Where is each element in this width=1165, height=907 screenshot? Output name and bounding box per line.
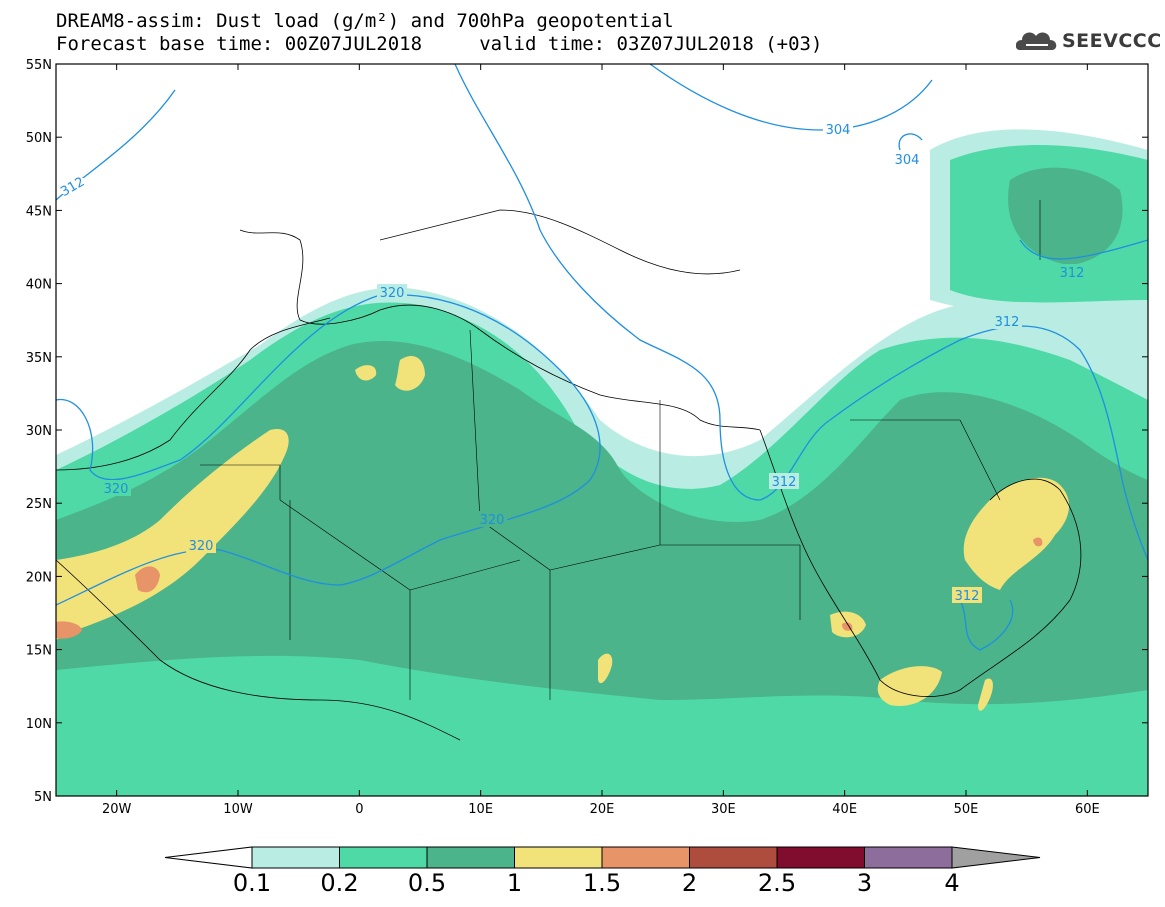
contour-label-320-a: 320 <box>380 286 405 301</box>
colorbar-label: 2.5 <box>757 869 797 897</box>
contour-label-320-d: 320 <box>189 539 214 554</box>
colorbar-left-arrow <box>164 846 253 869</box>
colorbar-swatch <box>689 846 778 869</box>
latitude-labels: 55N 50N 45N 40N 35N 30N 25N 20N 15N 10N 5N <box>26 58 52 805</box>
colorbar-right-arrow <box>951 846 1041 869</box>
contour-label-312-c: 312 <box>995 315 1020 330</box>
lat-label: 35N <box>26 351 52 366</box>
colorbar-label: 3 <box>856 869 873 897</box>
logo-text: SEEVCCC <box>1062 30 1162 52</box>
colorbar-swatch <box>426 846 515 869</box>
colorbar-swatch <box>514 846 603 869</box>
lat-label: 5N <box>34 790 52 805</box>
colorbar-label: 0.2 <box>320 869 359 897</box>
forecast-time-info: Forecast base time: 00Z07JUL2018 valid t… <box>56 33 823 55</box>
lat-label: 15N <box>26 644 52 659</box>
seevccc-logo-icon <box>1016 32 1057 50</box>
lat-label: 40N <box>26 278 52 293</box>
lon-label: 30E <box>711 802 736 817</box>
lat-label: 50N <box>26 131 52 146</box>
map-title: DREAM8-assim: Dust load (g/m²) and 700hP… <box>56 10 674 32</box>
lon-label: 20E <box>590 802 615 817</box>
colorbar-label: 2 <box>681 869 698 897</box>
contour-label-320-c: 320 <box>480 513 505 528</box>
lon-label: 50E <box>954 802 979 817</box>
colorbar-swatch <box>251 846 340 869</box>
lat-label: 55N <box>26 58 52 73</box>
colorbar-label: 4 <box>944 869 960 897</box>
longitude-labels: 20W 10W 0 10E 20E 30E 40E 50E 60E <box>102 802 1100 817</box>
lat-label: 45N <box>26 204 52 219</box>
colorbar-label: 1.5 <box>582 869 622 897</box>
country-borders <box>200 200 1041 700</box>
lat-label: 20N <box>26 570 52 585</box>
colorbar-swatch <box>339 846 428 869</box>
lon-label: 40E <box>832 802 857 817</box>
colorbar-label: 0.5 <box>407 869 447 897</box>
dust-fields <box>56 129 1148 796</box>
lon-label: 20W <box>102 802 132 817</box>
lon-label: 10E <box>468 802 493 817</box>
lon-label: 10W <box>223 802 253 817</box>
axis-ticks <box>56 63 1148 797</box>
colorbar-swatch <box>864 846 953 869</box>
lat-label: 10N <box>26 717 52 732</box>
contour-label-304-b: 304 <box>895 153 920 168</box>
lon-label: 0 <box>355 802 363 817</box>
colorbar-swatch <box>776 846 865 869</box>
lon-label: 60E <box>1075 802 1100 817</box>
colorbar-label: 1 <box>506 869 523 897</box>
contour-label-312-d: 312 <box>772 475 797 490</box>
contour-label-304-a: 304 <box>826 123 851 138</box>
coastlines <box>56 209 1082 741</box>
colorbar <box>164 846 1041 869</box>
contour-label-312-e: 312 <box>955 589 980 604</box>
lat-label: 30N <box>26 424 52 439</box>
lat-label: 25N <box>26 497 52 512</box>
colorbar-label: 0.1 <box>232 869 272 897</box>
contour-label-320-b: 320 <box>104 482 129 497</box>
colorbar-swatch <box>601 846 690 869</box>
contour-label-312-b: 312 <box>1060 266 1085 281</box>
contour-labels: 304 304 312 312 312 312 312 320 320 320 … <box>57 121 1087 604</box>
